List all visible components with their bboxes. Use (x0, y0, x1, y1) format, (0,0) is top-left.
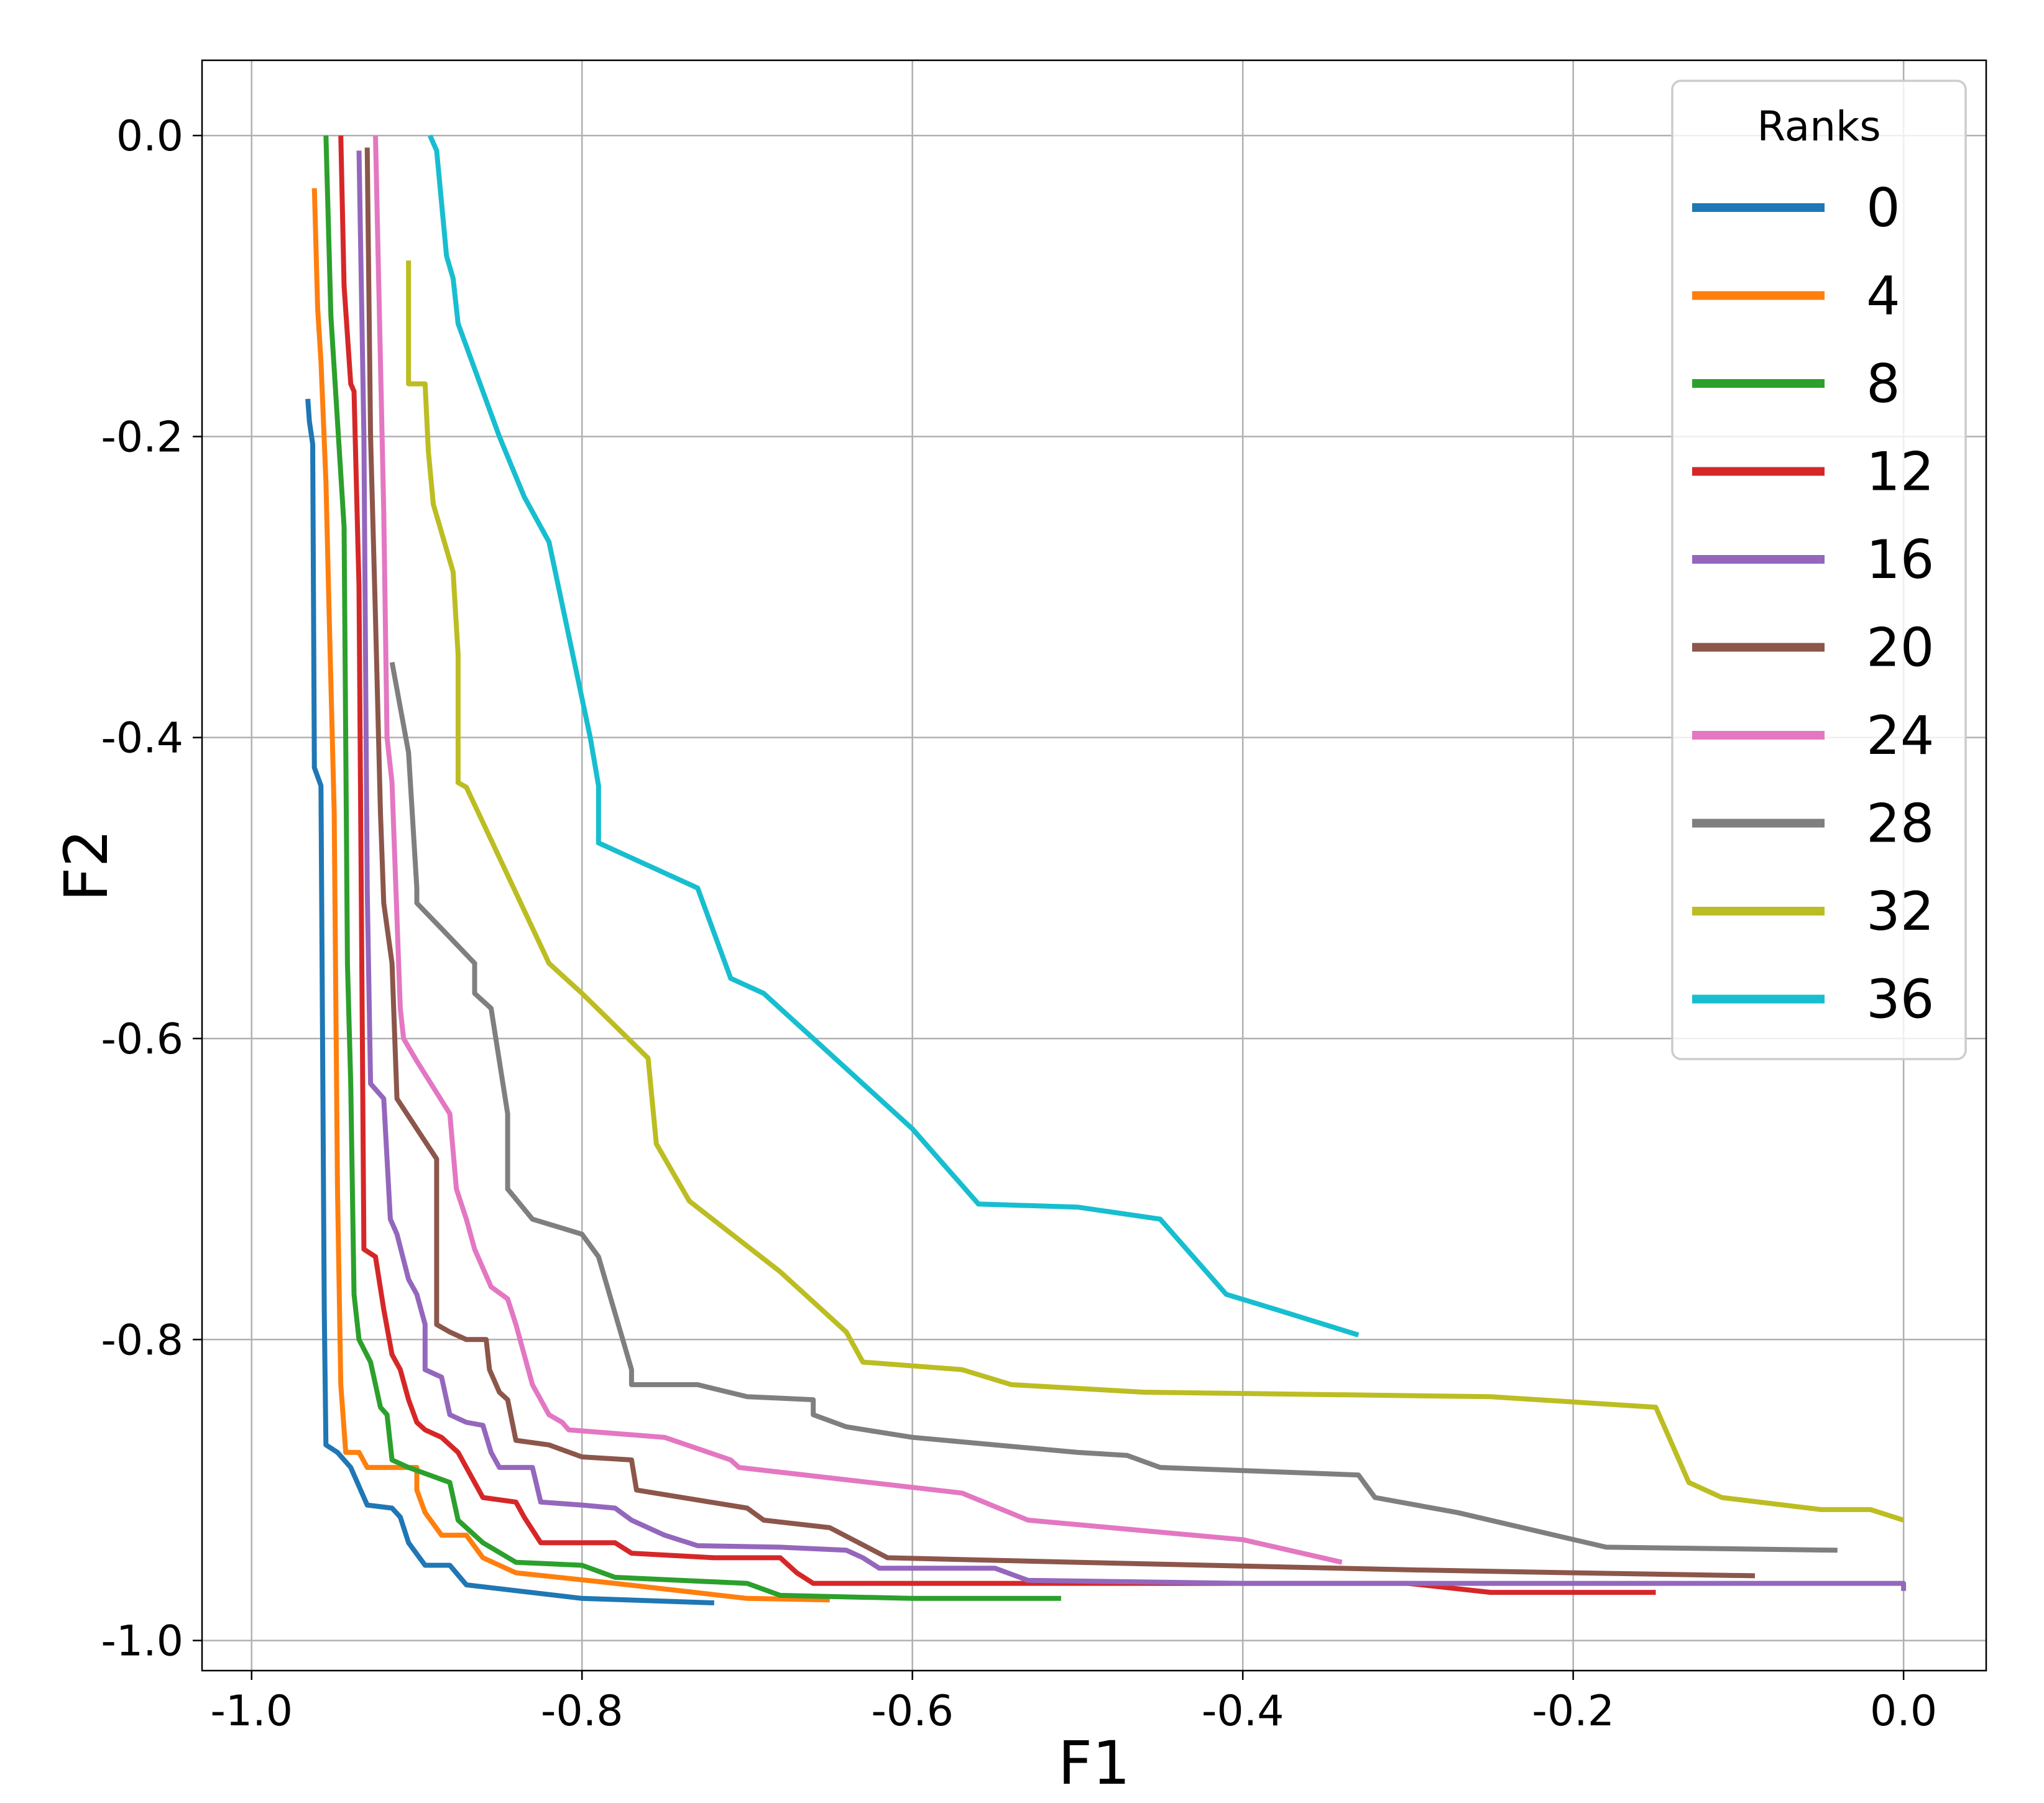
legend-box (1671, 80, 1967, 1060)
series-line-rank-24 (373, 135, 1343, 1565)
legend-label-rank-20: 20 (1866, 617, 1934, 679)
x-tick-label: -0.2 (1532, 1687, 1614, 1736)
x-tick-label: 0.0 (1870, 1687, 1937, 1736)
series-line-rank-8 (323, 135, 1061, 1601)
legend-label-rank-4: 4 (1866, 265, 1900, 328)
y-tick-label: 0.0 (116, 112, 183, 161)
legend-label-rank-12: 12 (1866, 441, 1934, 503)
series-lines (305, 134, 1907, 1605)
y-tick-label: -1.0 (101, 1617, 183, 1666)
y-axis-label: F2 (52, 829, 121, 901)
legend-label-rank-28: 28 (1866, 793, 1934, 855)
x-tick-label: -1.0 (210, 1687, 293, 1736)
series-line-rank-32 (406, 260, 1905, 1523)
x-axis-label: F1 (1058, 1728, 1130, 1798)
series-line-rank-28 (389, 661, 1838, 1553)
series-line-rank-12 (338, 135, 1656, 1595)
series-line-rank-36 (428, 134, 1360, 1337)
legend-label-rank-24: 24 (1866, 705, 1934, 767)
x-tick-label: -0.4 (1202, 1687, 1284, 1736)
y-tick-label: -0.8 (101, 1316, 183, 1365)
legend-label-rank-0: 0 (1866, 177, 1900, 239)
series-line-rank-20 (364, 147, 1756, 1579)
legend-label-rank-16: 16 (1866, 529, 1934, 591)
legend-label-rank-8: 8 (1866, 353, 1900, 415)
y-tick-label: -0.2 (101, 413, 183, 462)
legend-title: Ranks (1757, 103, 1881, 150)
series-line-rank-0 (305, 398, 714, 1605)
x-tick-label: -0.6 (871, 1687, 954, 1736)
y-axis-ticks: 0.0 -0.2 -0.4 -0.6 -0.8 -1.0 (101, 112, 202, 1666)
plot-area-frame (201, 59, 1987, 1672)
x-axis-ticks: -1.0 -0.8 -0.6 -0.4 -0.2 0.0 (210, 1671, 1937, 1736)
series-line-rank-4 (311, 188, 830, 1603)
legend-items: 0 4 8 12 16 20 24 28 32 36 (1692, 177, 1934, 1031)
y-tick-label: -0.4 (101, 714, 183, 763)
legend: Ranks 0 4 8 12 16 20 24 28 32 36 (1671, 80, 1967, 1060)
x-tick-label: -0.8 (541, 1687, 624, 1736)
legend-label-rank-32: 32 (1866, 881, 1934, 943)
y-tick-label: -0.6 (101, 1015, 183, 1064)
series-line-rank-16 (356, 150, 1907, 1591)
legend-label-rank-36: 36 (1866, 969, 1934, 1031)
